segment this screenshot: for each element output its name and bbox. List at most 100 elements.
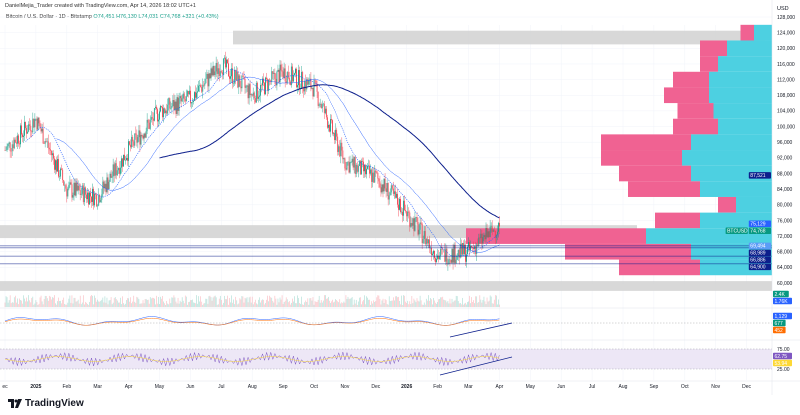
candle-body <box>58 159 59 177</box>
candle-body <box>413 218 415 231</box>
volume-bar <box>32 296 34 307</box>
candle-body <box>297 85 298 88</box>
candle-body <box>431 247 432 255</box>
candle-body <box>12 144 14 149</box>
candle-body <box>144 133 146 138</box>
x-tick-label: Oct <box>681 384 689 390</box>
candle-body <box>377 173 379 179</box>
candle-body <box>363 161 364 172</box>
volume-bar <box>223 302 224 307</box>
candle-body <box>433 250 434 254</box>
candle-body <box>178 98 180 111</box>
volume-bar <box>151 297 153 307</box>
candle-body <box>122 158 123 167</box>
volume-bar <box>290 304 291 307</box>
x-tick-label: Sep <box>649 384 658 390</box>
volume-bar <box>222 304 223 307</box>
candle-body <box>448 259 450 265</box>
volume-bar <box>486 297 488 307</box>
candle-body <box>238 75 240 88</box>
candle-body <box>196 92 197 98</box>
tradingview-logo[interactable]: TradingView <box>8 398 84 409</box>
candle-body <box>234 69 236 84</box>
symbol-tag: BTCUSD <box>727 229 748 235</box>
volume-bar <box>378 295 380 307</box>
volume-bar <box>19 298 20 307</box>
candle-body <box>13 139 15 149</box>
rsi-ma-line <box>4 356 500 362</box>
volume-bar <box>415 302 417 307</box>
volume-bar <box>96 301 97 307</box>
price-chart[interactable]: 128,000 124,000 120,000 116,000 112,000 108,0… <box>0 0 800 395</box>
candle-body <box>394 191 396 198</box>
volume-bar <box>79 295 81 307</box>
volume-bar <box>472 301 473 307</box>
candle-body <box>329 124 330 132</box>
volume-bar <box>240 299 242 307</box>
candle-body <box>367 165 368 169</box>
volume-bar <box>367 297 368 307</box>
volume-bar <box>434 300 435 307</box>
candle-body <box>245 86 247 88</box>
candle-body <box>426 238 428 244</box>
volume-bar <box>345 295 347 307</box>
volume-bar <box>375 301 377 307</box>
candle-body <box>142 135 144 139</box>
volume-bar <box>327 298 328 307</box>
candle-body <box>153 108 155 121</box>
volume-bar <box>282 303 284 307</box>
candle-body <box>312 87 314 97</box>
volume-bar <box>252 304 254 307</box>
candle-body <box>87 192 88 200</box>
volume-bar <box>97 299 98 307</box>
volume-bar <box>419 295 421 307</box>
x-tick-label: ec <box>2 384 8 390</box>
volume-bar <box>493 299 495 307</box>
volume-bar <box>224 295 225 307</box>
candle-body <box>388 195 390 200</box>
candle-body <box>409 212 411 227</box>
candle-body <box>242 75 244 77</box>
candle-body <box>54 158 55 170</box>
volume-bar <box>482 300 484 307</box>
candle-body <box>226 59 227 68</box>
candle-body <box>41 128 43 132</box>
volume-bar <box>119 302 120 307</box>
volume-bar <box>248 297 250 307</box>
candle-body <box>218 68 220 76</box>
candle-body <box>487 231 489 238</box>
candle-body <box>267 79 269 91</box>
x-tick-label: Aug <box>248 384 257 390</box>
volume-bar <box>239 298 241 307</box>
volume-bar <box>473 300 474 307</box>
candle-body <box>235 69 237 81</box>
volume-bar <box>157 303 158 307</box>
candle-body <box>331 119 332 121</box>
volume-bar <box>171 297 173 307</box>
chart-credit: DanielMejia_Trader created with TradingV… <box>5 3 196 9</box>
volume-bar <box>373 300 375 307</box>
candle-body <box>255 82 257 103</box>
candle-body <box>204 83 206 86</box>
volume-bar <box>488 300 490 307</box>
volume-bar <box>341 302 343 307</box>
candle-body <box>335 129 337 141</box>
volume-bar <box>285 297 287 307</box>
price-label-bg <box>748 172 771 179</box>
candle-body <box>63 180 65 186</box>
candle-body <box>146 119 148 132</box>
candle-body <box>123 154 124 167</box>
candle-body <box>337 136 339 152</box>
volume-profile-sell-bar <box>619 259 700 276</box>
candle-body <box>77 185 79 191</box>
candle-body <box>465 244 466 262</box>
candle-body <box>14 139 16 143</box>
candle-body <box>497 222 499 232</box>
candle-body <box>105 183 107 193</box>
volume-bar <box>233 299 234 307</box>
volume-bar <box>253 302 255 307</box>
volume-bar <box>215 297 217 307</box>
candle-body <box>202 84 204 92</box>
volume-bar <box>99 301 101 307</box>
candle-body <box>323 103 325 114</box>
